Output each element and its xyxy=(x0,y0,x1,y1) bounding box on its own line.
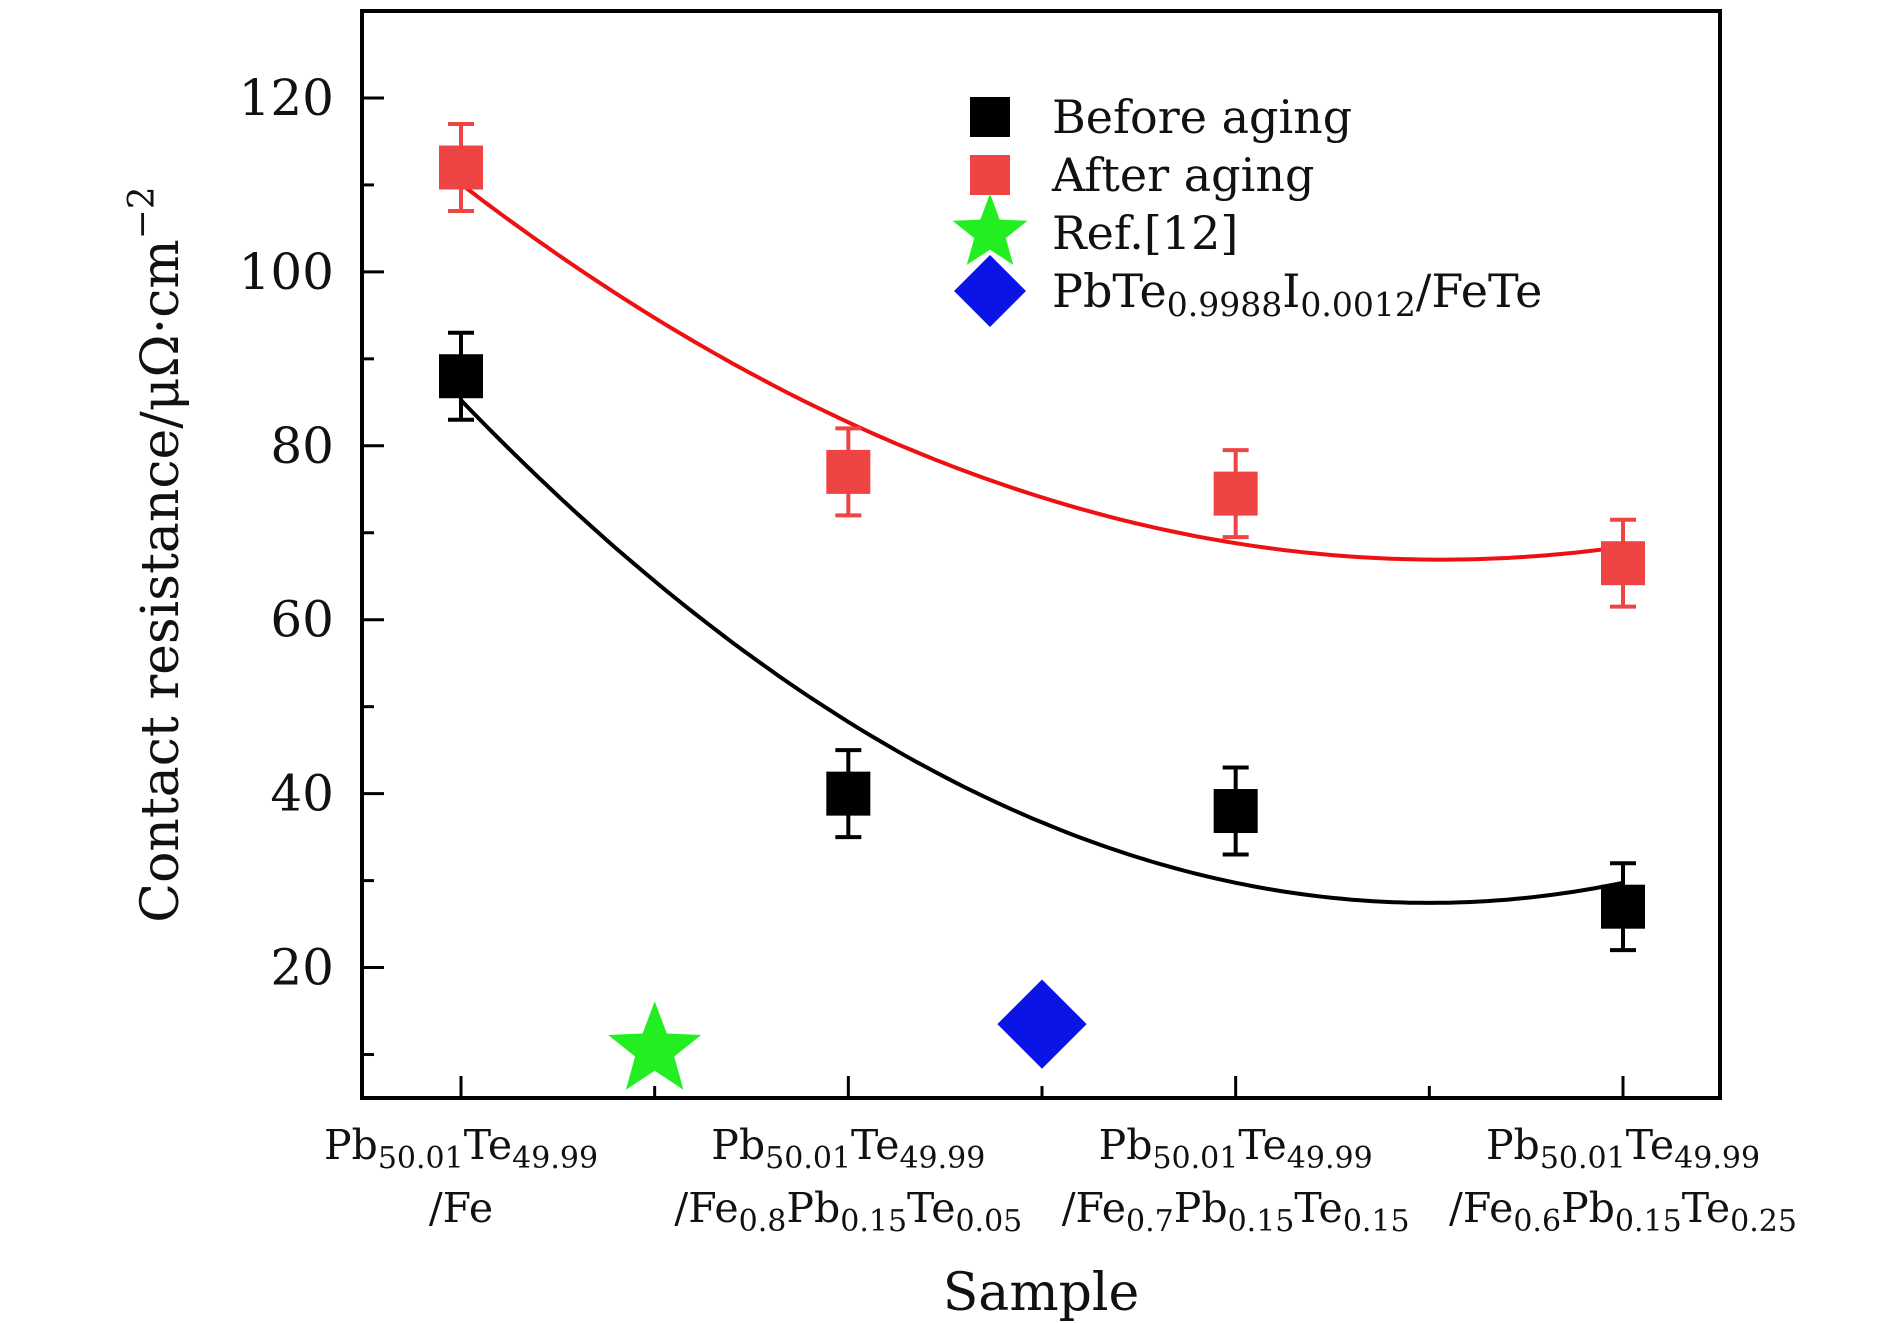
legend-marker-diamond xyxy=(954,255,1026,327)
fit-curve-0 xyxy=(459,398,1624,905)
x-category-label-line2: /Fe0.8Pb0.15Te0.05 xyxy=(674,1184,1022,1239)
text-run: Te xyxy=(851,1121,899,1169)
legend-marker-square xyxy=(970,97,1010,137)
text-run: /Fe xyxy=(674,1184,738,1232)
data-point-square xyxy=(439,354,483,399)
text-run: Te xyxy=(464,1121,512,1169)
x-category-label-line1: Pb50.01Te49.99 xyxy=(1486,1121,1760,1176)
subscript: 50.01 xyxy=(1152,1141,1238,1176)
y-tick-label: 40 xyxy=(270,765,334,823)
text-run: Pb xyxy=(1174,1184,1228,1232)
text-run: Pb xyxy=(786,1184,840,1232)
y-tick-label: 100 xyxy=(239,243,334,301)
subscript: 50.01 xyxy=(765,1141,851,1176)
y-tick-label: 20 xyxy=(270,939,334,997)
subscript: 0.15 xyxy=(1228,1204,1295,1239)
subscript: 0.15 xyxy=(840,1204,907,1239)
x-category-label-line2: /Fe0.6Pb0.15Te0.25 xyxy=(1449,1184,1797,1239)
y-axis-title-sup: −2 xyxy=(122,186,163,239)
subscript: 49.99 xyxy=(899,1141,985,1176)
text-run: I xyxy=(1282,264,1300,318)
subscript: 0.0012 xyxy=(1300,285,1415,324)
y-tick-label: 80 xyxy=(270,417,334,475)
marks-layer xyxy=(439,122,1645,1090)
y-tick-label: 60 xyxy=(270,591,334,649)
data-point-star xyxy=(608,1001,702,1090)
data-point-square xyxy=(439,145,483,190)
x-category-label-line1: Pb50.01Te49.99 xyxy=(324,1121,598,1176)
subscript: 49.99 xyxy=(512,1141,598,1176)
subscript: 49.99 xyxy=(1674,1141,1760,1176)
subscript: 0.9988 xyxy=(1167,285,1282,324)
legend-marker-star xyxy=(952,193,1028,265)
subscript: 49.99 xyxy=(1287,1141,1373,1176)
text-run: Pb xyxy=(711,1121,765,1169)
subscript: 50.01 xyxy=(1540,1141,1626,1176)
legend-label: PbTe0.9988I0.0012/FeTe xyxy=(1052,264,1542,324)
subscript: 50.01 xyxy=(378,1141,464,1176)
legend-label: Before aging xyxy=(1052,90,1352,144)
text-run: Pb xyxy=(1561,1184,1615,1232)
data-point-square xyxy=(1213,789,1258,834)
x-category-label-line1: Pb50.01Te49.99 xyxy=(1099,1121,1373,1176)
text-run: PbTe xyxy=(1052,264,1167,318)
data-point-diamond xyxy=(997,979,1087,1069)
legend-label: Ref.[12] xyxy=(1052,206,1238,260)
text-run: Pb xyxy=(1099,1121,1153,1169)
legend-label: After aging xyxy=(1051,148,1314,202)
data-point-square xyxy=(826,449,871,494)
text-run: Te xyxy=(1626,1121,1674,1169)
y-axis: 20 40 60 80 100 120 xyxy=(239,9,384,1057)
x-axis-title: Sample xyxy=(943,1263,1140,1323)
y-axis-title: Contact resistance/μΩ·cm−2 xyxy=(122,186,191,922)
x-category-label-line2: /Fe0.7Pb0.15Te0.15 xyxy=(1062,1184,1410,1239)
x-category-label-line1: Pb50.01Te49.99 xyxy=(711,1121,985,1176)
y-tick-label: 120 xyxy=(239,69,334,127)
subscript: 0.7 xyxy=(1126,1204,1174,1239)
text-run: /Fe xyxy=(1062,1184,1126,1232)
text-run: Te xyxy=(1682,1184,1730,1232)
text-run: Te xyxy=(1238,1121,1286,1169)
subscript: 0.05 xyxy=(955,1204,1022,1239)
subscript: 0.6 xyxy=(1513,1204,1561,1239)
subscript: 0.15 xyxy=(1615,1204,1682,1239)
subscript: 0.25 xyxy=(1730,1204,1797,1239)
text-run: /Fe xyxy=(1449,1184,1513,1232)
subscript: 0.8 xyxy=(739,1204,787,1239)
y-axis-title-main: Contact resistance/μΩ·cm xyxy=(131,239,191,922)
fit-curve-1 xyxy=(459,182,1624,562)
text-run: /FeTe xyxy=(1416,264,1542,318)
data-point-square xyxy=(826,771,871,816)
text-run: Te xyxy=(1294,1184,1342,1232)
data-point-square xyxy=(1213,471,1258,516)
plot-frame xyxy=(360,9,1722,1100)
text-run: Te xyxy=(907,1184,955,1232)
text-run: /Fe xyxy=(429,1184,493,1232)
text-run: Pb xyxy=(324,1121,378,1169)
text-run: Pb xyxy=(1486,1121,1540,1169)
data-point-square xyxy=(1601,541,1645,586)
data-point-square xyxy=(1601,884,1645,929)
x-category-label-line2: /Fe xyxy=(429,1184,493,1232)
subscript: 0.15 xyxy=(1343,1204,1410,1239)
legend-marker-square xyxy=(970,155,1010,195)
x-axis: Pb50.01Te49.99/FePb50.01Te49.99/Fe0.8Pb0… xyxy=(324,1076,1797,1239)
